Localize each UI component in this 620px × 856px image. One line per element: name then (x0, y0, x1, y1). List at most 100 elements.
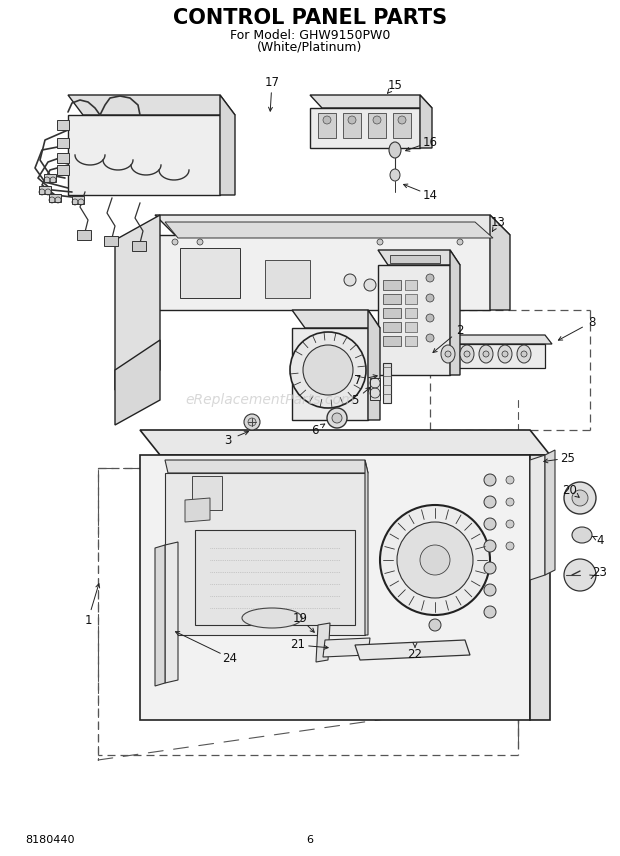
Polygon shape (140, 430, 550, 455)
Bar (405, 308, 417, 318)
Bar (318, 113, 336, 138)
Ellipse shape (484, 584, 496, 596)
Ellipse shape (172, 239, 178, 245)
Polygon shape (185, 498, 210, 522)
Text: 6: 6 (311, 424, 319, 437)
Ellipse shape (389, 142, 401, 158)
Polygon shape (165, 542, 178, 683)
Bar (57, 120, 69, 130)
Text: 6: 6 (306, 835, 314, 845)
Bar (393, 113, 411, 138)
Text: 25: 25 (560, 451, 575, 465)
Text: 8180440: 8180440 (25, 835, 74, 845)
Ellipse shape (348, 116, 356, 124)
Polygon shape (155, 545, 165, 686)
Ellipse shape (344, 274, 356, 286)
Polygon shape (440, 335, 552, 344)
Ellipse shape (390, 169, 400, 181)
Text: 5: 5 (352, 394, 359, 407)
Polygon shape (195, 530, 355, 625)
Ellipse shape (377, 239, 383, 245)
Bar (405, 322, 417, 332)
Ellipse shape (517, 345, 531, 363)
Text: 14: 14 (422, 188, 438, 201)
Bar (390, 255, 440, 263)
Bar (370, 378, 380, 400)
Ellipse shape (484, 540, 496, 552)
Ellipse shape (483, 351, 489, 357)
Ellipse shape (380, 505, 490, 615)
Ellipse shape (484, 496, 496, 508)
Text: eReplacementParts.com: eReplacementParts.com (185, 393, 355, 407)
Ellipse shape (248, 418, 256, 426)
Text: 24: 24 (223, 651, 237, 664)
Ellipse shape (564, 559, 596, 591)
Ellipse shape (290, 332, 366, 408)
Text: 17: 17 (265, 75, 280, 88)
Bar (77, 230, 91, 240)
Ellipse shape (506, 476, 514, 484)
Ellipse shape (398, 116, 406, 124)
Bar (39, 186, 51, 194)
Text: 22: 22 (407, 649, 422, 662)
Polygon shape (420, 95, 432, 148)
Polygon shape (450, 250, 460, 375)
Text: For Model: GHW9150PW0: For Model: GHW9150PW0 (230, 28, 390, 41)
Ellipse shape (506, 542, 514, 550)
Ellipse shape (457, 239, 463, 245)
Ellipse shape (364, 279, 376, 291)
Bar (72, 196, 84, 204)
Text: 7: 7 (354, 373, 361, 387)
Ellipse shape (373, 116, 381, 124)
Text: 23: 23 (593, 567, 608, 580)
Ellipse shape (426, 334, 434, 342)
Text: CONTROL PANEL PARTS: CONTROL PANEL PARTS (173, 8, 447, 28)
Bar (132, 241, 146, 251)
Ellipse shape (464, 351, 470, 357)
Ellipse shape (572, 490, 588, 506)
Polygon shape (68, 95, 235, 115)
Text: 3: 3 (224, 433, 232, 447)
Text: 8: 8 (588, 316, 596, 329)
Text: 2: 2 (456, 324, 464, 336)
Polygon shape (155, 235, 490, 310)
Polygon shape (292, 310, 380, 328)
Ellipse shape (408, 256, 452, 288)
Polygon shape (365, 460, 368, 635)
Ellipse shape (506, 498, 514, 506)
Ellipse shape (484, 518, 496, 530)
Text: 16: 16 (422, 135, 438, 148)
Text: 4: 4 (596, 533, 604, 546)
Text: 20: 20 (562, 484, 577, 496)
Ellipse shape (479, 345, 493, 363)
Text: 21: 21 (291, 639, 306, 651)
Polygon shape (115, 215, 160, 390)
Polygon shape (265, 260, 310, 298)
Bar (383, 280, 401, 290)
Bar (405, 336, 417, 346)
Bar (383, 294, 401, 304)
Bar (343, 113, 361, 138)
Bar (57, 165, 69, 175)
Bar (57, 153, 69, 163)
Ellipse shape (506, 520, 514, 528)
Ellipse shape (303, 345, 353, 395)
Bar (383, 363, 391, 403)
Polygon shape (192, 476, 222, 510)
Ellipse shape (484, 606, 496, 618)
Polygon shape (316, 623, 330, 662)
Ellipse shape (397, 522, 473, 598)
Polygon shape (368, 310, 380, 420)
Polygon shape (378, 250, 460, 265)
Ellipse shape (484, 474, 496, 486)
Bar (383, 322, 401, 332)
Polygon shape (490, 215, 510, 310)
Ellipse shape (426, 314, 434, 322)
Bar (405, 294, 417, 304)
Polygon shape (530, 455, 545, 580)
Polygon shape (440, 344, 545, 368)
Polygon shape (530, 455, 550, 720)
Polygon shape (292, 328, 368, 420)
Polygon shape (378, 265, 450, 375)
Ellipse shape (197, 239, 203, 245)
